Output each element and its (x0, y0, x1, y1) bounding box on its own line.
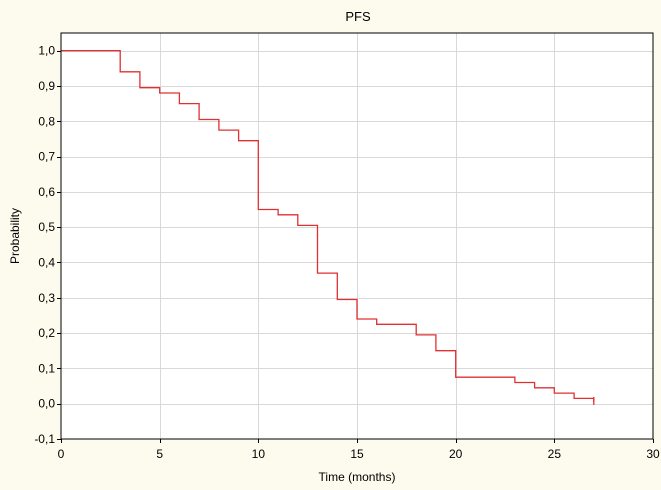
x-axis: 0 5 10 15 20 25 30 (58, 439, 660, 461)
y-tick-label: 0,8 (38, 114, 55, 128)
x-tick-label: 30 (646, 447, 660, 461)
y-tick-label: -0,1 (34, 432, 55, 446)
x-tick-label: 15 (350, 447, 364, 461)
y-tick-label: 0,3 (38, 291, 55, 305)
series-line (61, 50, 595, 402)
y-tick-label: 0,0 (38, 397, 55, 411)
x-tick-label: 20 (449, 447, 463, 461)
x-axis-title: Time (months) (319, 470, 396, 484)
x-tick-label: 5 (156, 447, 163, 461)
chart-title: PFS (345, 9, 371, 24)
y-tick-label: 0,6 (38, 185, 55, 199)
y-tick-label: 0,7 (38, 150, 55, 164)
x-tick-label: 10 (252, 447, 266, 461)
y-tick-label: 0,9 (38, 79, 55, 93)
x-tick-label: 0 (58, 447, 65, 461)
y-tick-label: 0,1 (38, 361, 55, 375)
y-tick-label: 1,0 (38, 44, 55, 58)
y-axis-title: Probability (8, 208, 22, 264)
series-layer (61, 50, 595, 405)
grid (61, 33, 653, 439)
x-tick-label: 25 (548, 447, 562, 461)
y-axis: -0,1 0,0 0,1 0,2 0,3 0,4 0,5 0,6 0,7 0,8 0,9 1,0 (34, 44, 61, 446)
y-tick-label: 0,2 (38, 326, 55, 340)
y-tick-label: 0,4 (38, 255, 55, 269)
y-tick-label: 0,5 (38, 220, 55, 234)
